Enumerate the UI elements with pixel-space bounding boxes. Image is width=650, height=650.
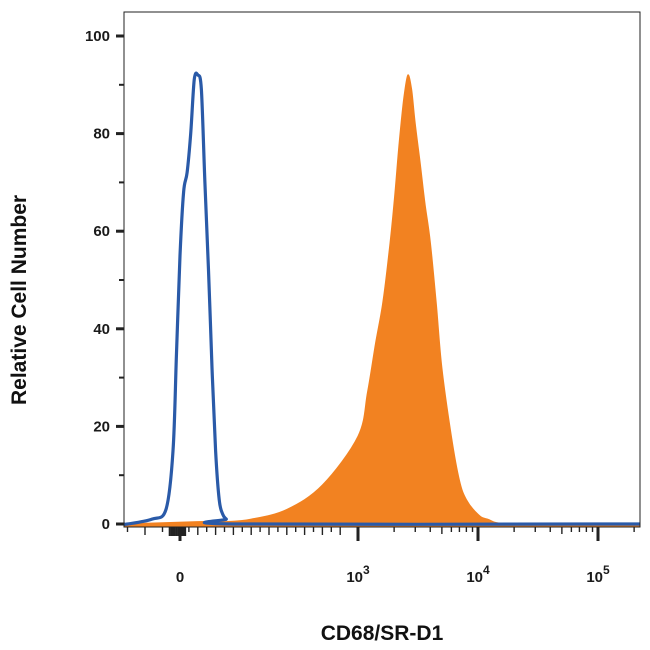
plot-frame [123,11,641,528]
x-tick-label: 105 [586,563,610,586]
histogram-outline-series [124,71,640,526]
histogram-filled-series [124,74,640,527]
x-axis-title: CD68/SR-D1 [321,622,444,645]
x-tick-label: 0 [176,569,184,586]
y-tick-label: 60 [93,223,110,240]
y-tick-label: 40 [93,321,110,338]
y-tick-label: 20 [93,418,110,435]
y-tick-label: 80 [93,126,110,143]
y-tick-label: 0 [102,516,110,533]
y-axis-title: Relative Cell Number [8,195,31,405]
x-tick-label: 103 [346,563,370,586]
y-tick-label: 100 [85,28,110,45]
x-tick-label: 104 [466,563,490,586]
